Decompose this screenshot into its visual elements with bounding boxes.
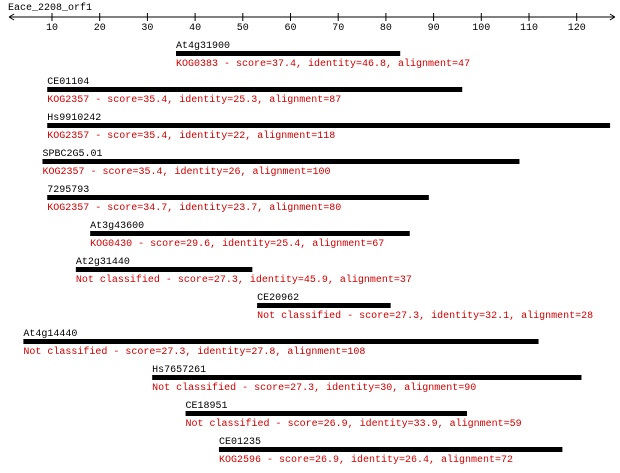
tick-label: 40 — [189, 23, 201, 34]
tick-label: 70 — [332, 23, 344, 34]
tick-label: 60 — [284, 23, 296, 34]
hit-bar — [47, 195, 429, 200]
hit-bar — [90, 231, 410, 236]
hit-bar — [75, 267, 253, 272]
hit-label: Not classified - score=27.3, identity=30… — [152, 382, 476, 394]
hit-name: CE20962 — [257, 293, 299, 304]
hit-bar — [47, 123, 611, 128]
hit-bar — [185, 411, 467, 416]
hit-bar — [42, 159, 520, 164]
hit-name: At4g14440 — [23, 329, 77, 340]
tick-label: 110 — [520, 23, 538, 34]
hit-bar — [218, 447, 563, 452]
hit-name: At3g43600 — [90, 221, 144, 232]
ruler-arrow-right — [609, 13, 616, 21]
tick-label: 100 — [472, 23, 490, 34]
hit-name: 7295793 — [47, 185, 89, 196]
hit-label: Not classified - score=27.3, identity=32… — [257, 310, 593, 322]
hit-label: KOG0430 - score=29.6, identity=25.4, ali… — [90, 238, 384, 250]
hit-bar — [47, 87, 463, 92]
tick-label: 120 — [568, 23, 586, 34]
hit-bar — [152, 375, 582, 380]
hit-label: KOG2357 - score=34.7, identity=23.7, ali… — [47, 202, 341, 214]
hit-label: KOG2357 - score=35.4, identity=26, align… — [42, 166, 330, 178]
hit-bar — [23, 339, 539, 344]
hit-label: KOG2357 - score=35.4, identity=25.3, ali… — [47, 94, 341, 106]
hit-label: KOG2596 - score=26.9, identity=26.4, ali… — [219, 454, 513, 466]
hit-label: Not classified - score=26.9, identity=33… — [186, 418, 522, 430]
hit-name: Hs7657261 — [152, 365, 206, 376]
hit-name: SPBC2G5.01 — [42, 149, 102, 160]
tick-label: 80 — [380, 23, 392, 34]
tick-label: 50 — [237, 23, 249, 34]
ruler-arrow-left — [8, 13, 15, 21]
tick-label: 90 — [428, 23, 440, 34]
hit-bar — [176, 51, 401, 56]
hit-name: Hs9910242 — [47, 113, 101, 124]
hit-name: CE01104 — [47, 77, 89, 88]
hit-label: KOG0383 - score=37.4, identity=46.8, ali… — [176, 58, 470, 70]
hit-label: KOG2357 - score=35.4, identity=22, align… — [47, 130, 335, 142]
hit-name: At2g31440 — [76, 257, 130, 268]
hit-label: Not classified - score=27.3, identity=27… — [23, 346, 365, 358]
tick-label: 20 — [94, 23, 106, 34]
hit-name: At4g31900 — [176, 41, 230, 52]
hit-label: Not classified - score=27.3, identity=45… — [76, 274, 412, 286]
hit-bar — [257, 303, 391, 308]
tick-label: 10 — [46, 23, 58, 34]
tick-label: 30 — [141, 23, 153, 34]
hit-name: CE01235 — [219, 437, 261, 448]
hit-name: CE18951 — [186, 401, 228, 412]
query-title: Eace_2208_orf1 — [8, 2, 92, 14]
